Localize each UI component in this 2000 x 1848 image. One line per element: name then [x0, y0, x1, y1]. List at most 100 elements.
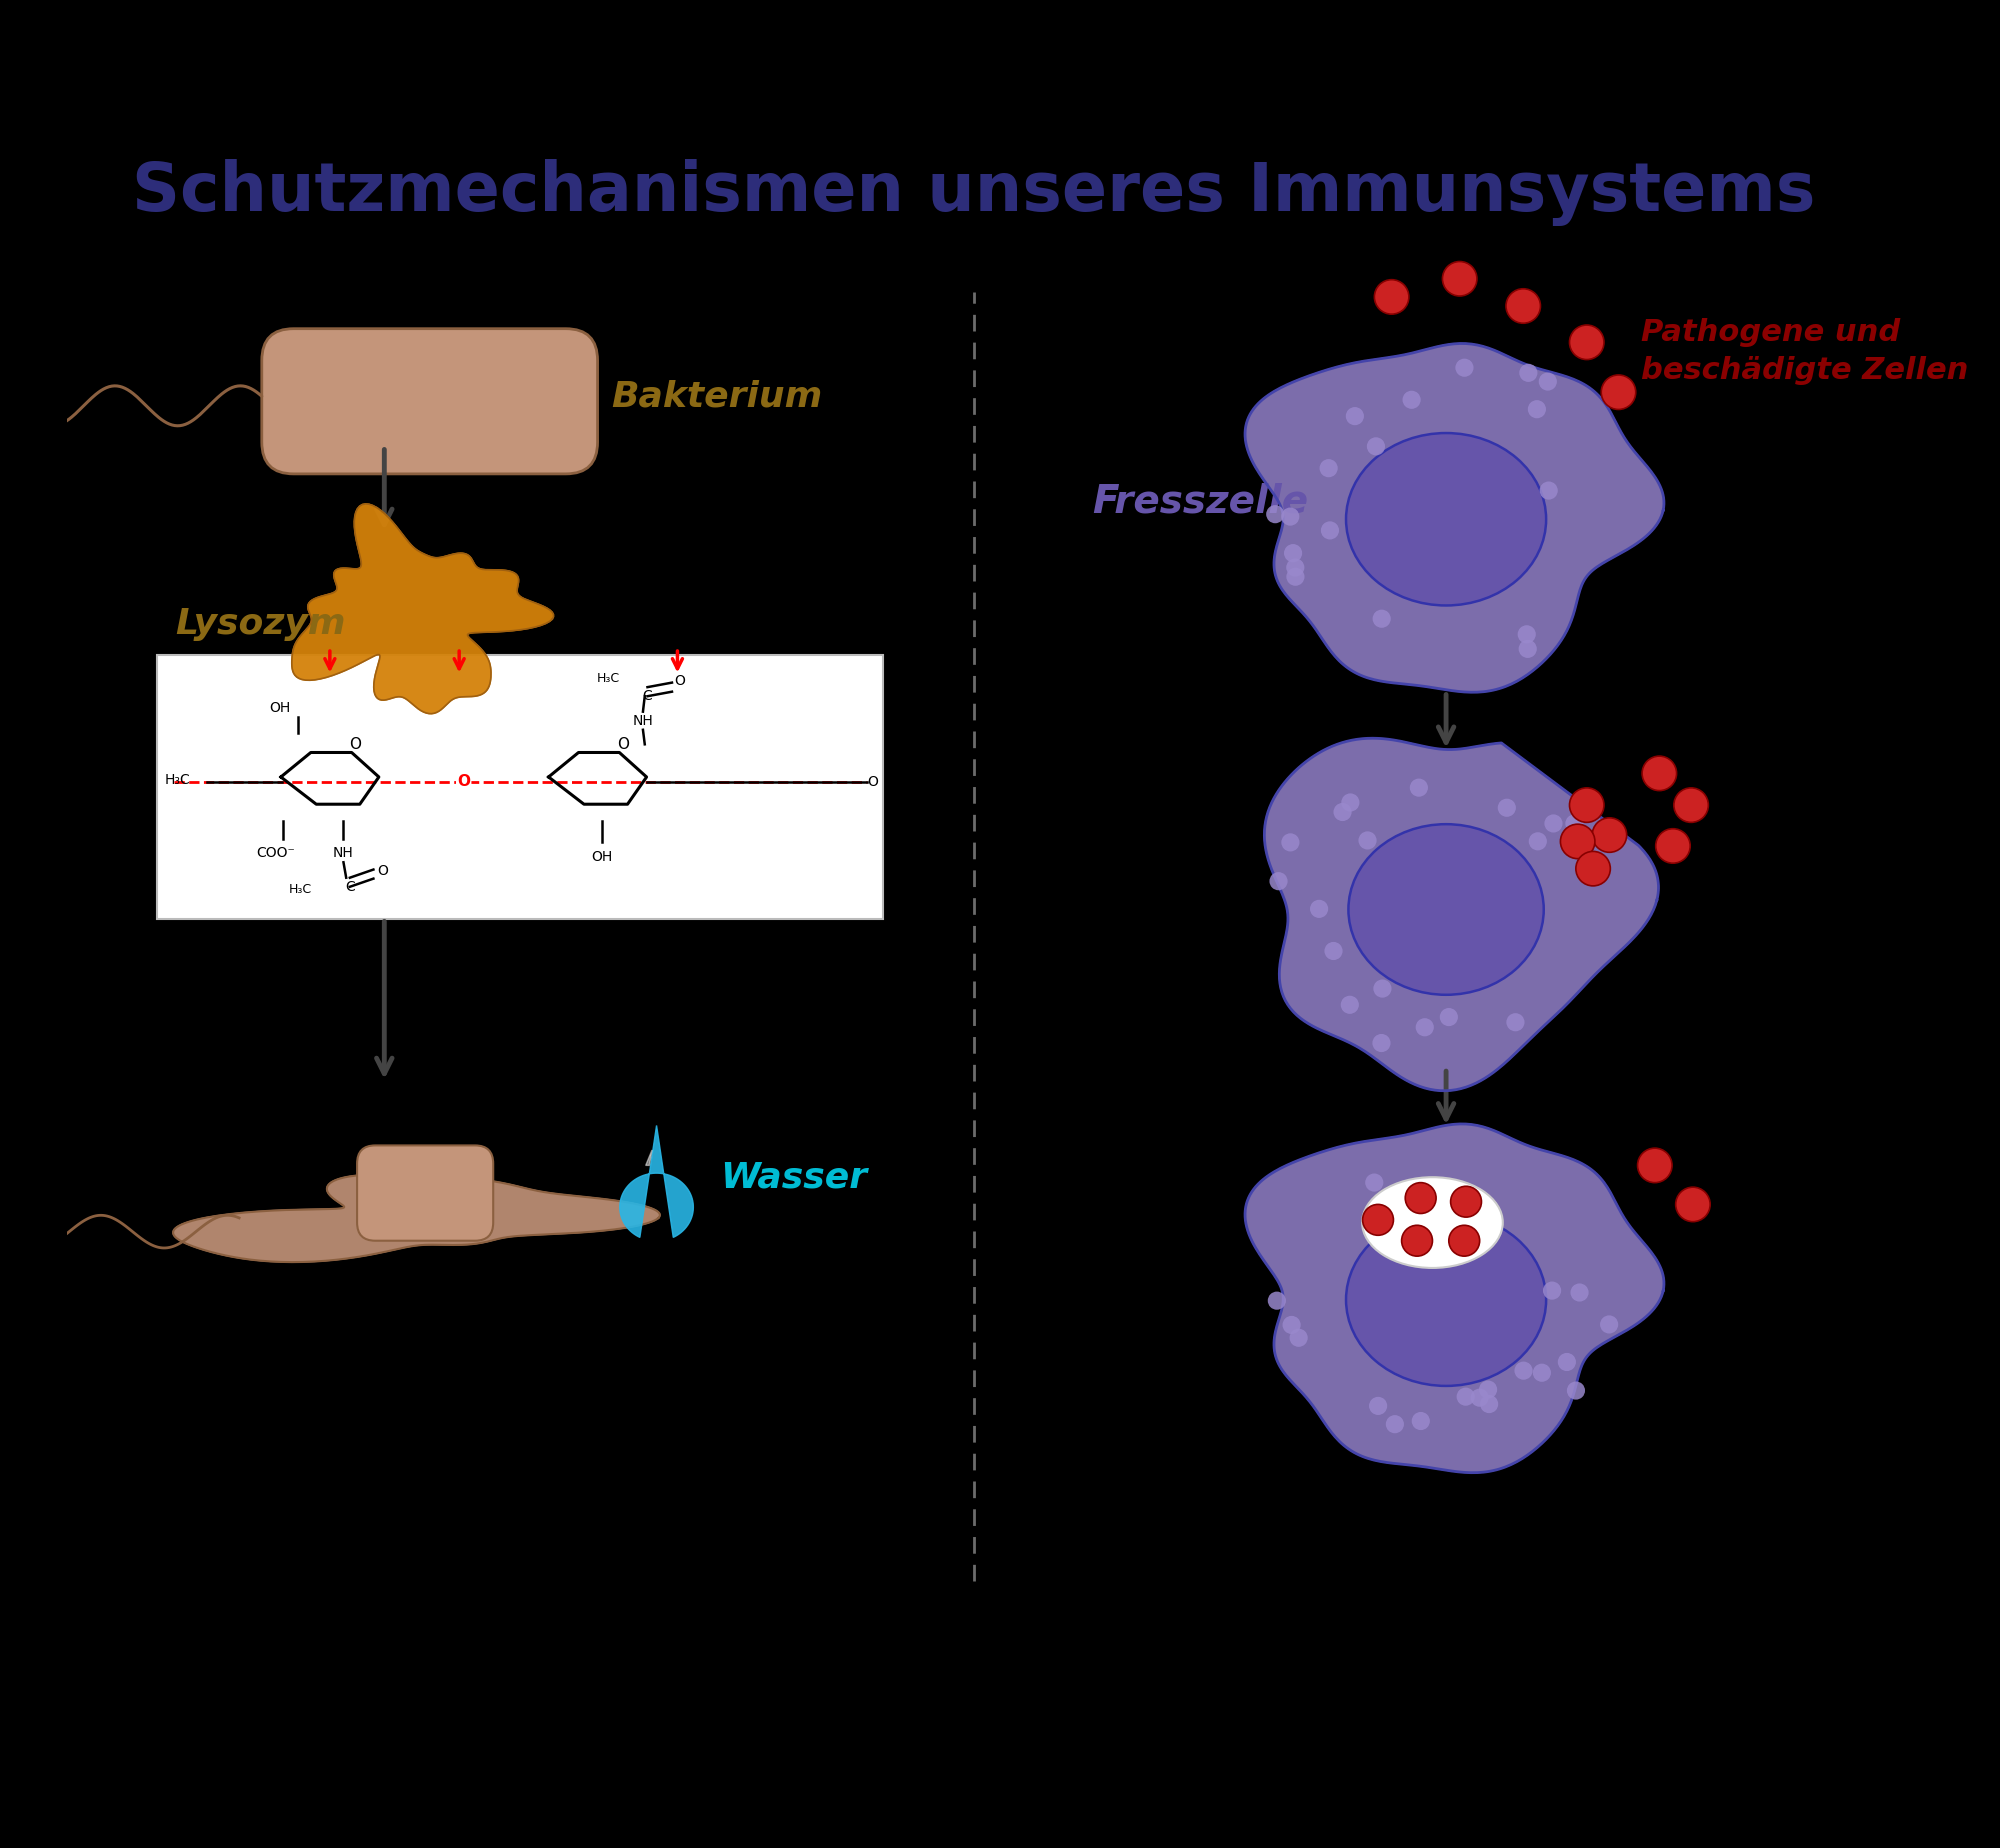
Circle shape	[1270, 872, 1288, 891]
Circle shape	[1528, 401, 1546, 418]
Text: C: C	[344, 880, 354, 894]
Circle shape	[1286, 567, 1304, 586]
Circle shape	[1410, 778, 1428, 796]
Circle shape	[1366, 438, 1386, 455]
Circle shape	[1674, 787, 1708, 822]
Circle shape	[1406, 1183, 1436, 1214]
Circle shape	[1412, 1412, 1430, 1430]
Circle shape	[1528, 832, 1546, 850]
Circle shape	[1334, 802, 1352, 821]
Circle shape	[1544, 815, 1562, 833]
Text: O: O	[458, 774, 470, 789]
Polygon shape	[1264, 737, 1658, 1090]
Polygon shape	[174, 1173, 660, 1262]
Text: Fresszelle: Fresszelle	[1092, 482, 1308, 519]
Circle shape	[1342, 793, 1360, 811]
Text: H₃C: H₃C	[288, 883, 312, 896]
Text: OH: OH	[270, 700, 290, 715]
Circle shape	[1340, 996, 1358, 1015]
Circle shape	[1372, 1035, 1390, 1052]
Circle shape	[1470, 1388, 1488, 1406]
Circle shape	[1544, 1281, 1562, 1299]
Text: Wasser: Wasser	[720, 1161, 868, 1194]
Circle shape	[1286, 558, 1304, 577]
Circle shape	[1518, 639, 1536, 658]
Text: Lysozym: Lysozym	[176, 606, 346, 641]
Circle shape	[1520, 364, 1538, 383]
Text: H₃C: H₃C	[164, 772, 190, 787]
Circle shape	[1290, 1329, 1308, 1347]
Circle shape	[1638, 1148, 1672, 1183]
Circle shape	[1506, 288, 1540, 323]
Text: C: C	[642, 689, 652, 704]
Circle shape	[1386, 1416, 1404, 1434]
Text: Schutzmechanismen unseres Immunsystems: Schutzmechanismen unseres Immunsystems	[132, 159, 1816, 225]
Circle shape	[1498, 798, 1516, 817]
Text: OH: OH	[592, 850, 612, 863]
Circle shape	[1576, 852, 1610, 885]
Polygon shape	[646, 1149, 652, 1166]
Circle shape	[1358, 832, 1376, 850]
Circle shape	[1268, 1292, 1286, 1310]
Text: O: O	[378, 865, 388, 878]
Circle shape	[1560, 824, 1594, 859]
Circle shape	[1374, 979, 1392, 998]
Circle shape	[1440, 1007, 1458, 1026]
Ellipse shape	[1362, 1177, 1502, 1268]
Circle shape	[1320, 458, 1338, 477]
Text: COO⁻: COO⁻	[256, 846, 294, 859]
Circle shape	[1506, 1013, 1524, 1031]
Circle shape	[1566, 1382, 1586, 1399]
Circle shape	[1676, 1186, 1710, 1222]
Circle shape	[1266, 505, 1284, 523]
Ellipse shape	[1346, 1214, 1546, 1386]
Circle shape	[1602, 375, 1636, 410]
Circle shape	[1480, 1395, 1498, 1414]
Text: O: O	[868, 774, 878, 789]
Circle shape	[1442, 262, 1476, 296]
Circle shape	[1416, 1018, 1434, 1037]
Circle shape	[1372, 610, 1390, 628]
Circle shape	[1518, 625, 1536, 643]
Circle shape	[1310, 900, 1328, 918]
Circle shape	[1570, 1283, 1588, 1301]
Ellipse shape	[1346, 432, 1546, 606]
Circle shape	[1282, 1316, 1300, 1334]
Circle shape	[1282, 833, 1300, 852]
Text: O: O	[616, 737, 628, 752]
Circle shape	[1282, 508, 1300, 525]
Text: Pathogene und
beschädigte Zellen: Pathogene und beschädigte Zellen	[1642, 318, 1968, 384]
Polygon shape	[292, 505, 554, 713]
Text: O: O	[350, 737, 362, 752]
Circle shape	[1370, 1397, 1388, 1416]
FancyBboxPatch shape	[262, 329, 598, 473]
Circle shape	[1600, 1316, 1618, 1334]
FancyBboxPatch shape	[358, 1146, 494, 1240]
Circle shape	[1480, 1380, 1498, 1399]
Circle shape	[1402, 1225, 1432, 1257]
Circle shape	[1656, 828, 1690, 863]
Circle shape	[1538, 373, 1556, 390]
Text: NH: NH	[334, 846, 354, 859]
Text: Bakterium: Bakterium	[612, 379, 822, 414]
Ellipse shape	[1348, 824, 1544, 994]
Circle shape	[1566, 815, 1584, 833]
Polygon shape	[1246, 344, 1664, 693]
Circle shape	[1346, 407, 1364, 425]
Circle shape	[1592, 819, 1626, 852]
Text: NH: NH	[632, 713, 654, 728]
Circle shape	[1448, 1225, 1480, 1257]
Circle shape	[1456, 359, 1474, 377]
FancyBboxPatch shape	[158, 656, 884, 918]
Circle shape	[1324, 942, 1342, 961]
Text: O: O	[674, 675, 684, 687]
Circle shape	[1570, 325, 1604, 360]
Circle shape	[1362, 1205, 1394, 1234]
Circle shape	[1366, 1173, 1384, 1192]
Polygon shape	[620, 1125, 694, 1238]
Circle shape	[1320, 521, 1340, 540]
Circle shape	[1374, 279, 1408, 314]
Circle shape	[1642, 756, 1676, 791]
Circle shape	[1450, 1186, 1482, 1218]
Circle shape	[1456, 1388, 1474, 1406]
